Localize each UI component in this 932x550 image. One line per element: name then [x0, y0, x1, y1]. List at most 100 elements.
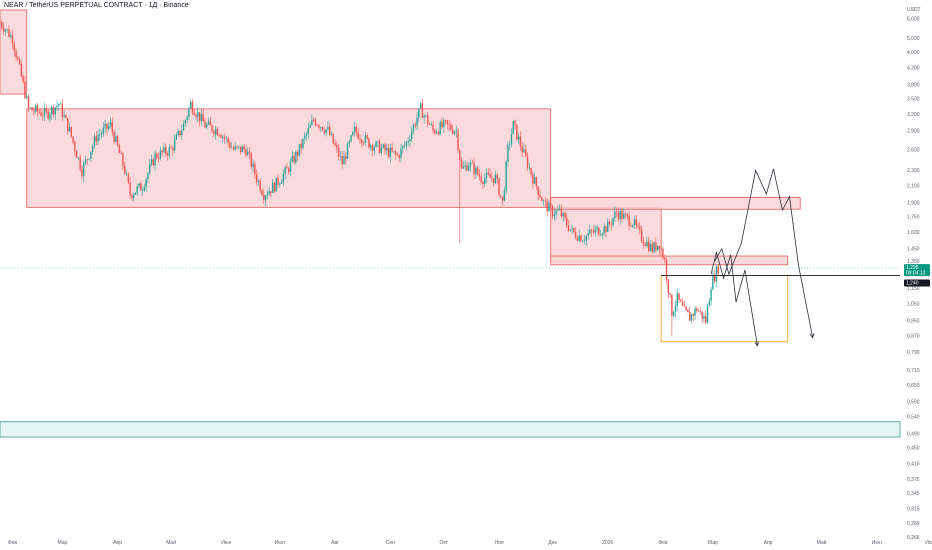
candle-body — [45, 108, 48, 112]
candle — [314, 117, 317, 127]
candle — [111, 116, 113, 136]
y-tick-label: 0,950 — [907, 319, 920, 325]
candle — [560, 204, 563, 218]
candle — [318, 123, 320, 131]
candle-body — [485, 172, 488, 179]
candle — [207, 117, 210, 126]
candle — [589, 224, 591, 236]
candle — [209, 117, 211, 126]
candle-body — [535, 177, 538, 187]
candle-body — [341, 156, 343, 165]
candle-body — [334, 143, 336, 146]
candle-body — [648, 241, 650, 251]
chart-title: NEAR / TetherUS PERPETUAL CONTRACT · 1Д … — [4, 2, 189, 9]
candle-body — [247, 151, 249, 156]
x-tick-label: Дек — [548, 540, 557, 546]
candle — [451, 124, 454, 136]
candle-body — [690, 314, 693, 321]
candle-body — [703, 316, 705, 319]
candle — [382, 143, 384, 149]
candle — [83, 161, 85, 182]
candle — [656, 245, 659, 252]
candle-body — [68, 126, 71, 132]
candle-body — [83, 163, 85, 177]
candle — [674, 300, 677, 318]
candle — [671, 294, 673, 336]
candle-body — [323, 130, 326, 133]
candle-body — [546, 201, 548, 212]
candle-body — [651, 243, 653, 252]
candle-body — [587, 233, 589, 236]
candle-body — [573, 228, 575, 232]
candle — [567, 219, 570, 233]
candle — [664, 254, 666, 264]
candle-body — [61, 103, 64, 117]
candle-body — [250, 153, 252, 167]
candle — [403, 140, 406, 149]
candle-body — [448, 124, 450, 125]
candle-body — [471, 162, 473, 163]
candle — [177, 128, 179, 137]
y-tick-label: 1,050 — [907, 302, 920, 308]
candle — [320, 126, 322, 132]
candle-body — [173, 139, 176, 151]
candle-body — [375, 141, 377, 148]
candle-body — [437, 132, 440, 135]
candle — [252, 159, 254, 173]
candle-body — [197, 112, 199, 117]
candle-body — [428, 123, 431, 125]
y-tick-label: 2,100 — [907, 184, 920, 190]
candle-body — [530, 167, 532, 175]
candle-body — [631, 225, 634, 227]
candle-body — [200, 113, 203, 122]
candle-body — [656, 245, 659, 251]
candle-body — [350, 135, 352, 142]
candle — [230, 142, 233, 149]
candle-body — [271, 182, 274, 193]
candle-body — [451, 129, 454, 134]
candle — [562, 211, 564, 222]
candle — [598, 226, 600, 237]
candle-body — [635, 219, 637, 226]
candle — [204, 117, 206, 128]
candle — [681, 297, 684, 307]
candle-body — [321, 127, 324, 131]
candle — [336, 141, 338, 153]
candle — [99, 128, 101, 141]
candle-body — [551, 206, 554, 217]
candle — [576, 235, 579, 242]
candle-body — [195, 115, 197, 117]
candle — [423, 113, 425, 124]
candle — [434, 128, 436, 136]
candle — [514, 119, 516, 130]
candle — [26, 93, 28, 100]
candle-body — [72, 136, 74, 143]
candle-body — [124, 165, 126, 174]
candle — [332, 133, 334, 144]
candle — [91, 143, 94, 155]
candle — [232, 145, 235, 151]
candle — [485, 167, 488, 184]
candle-body — [715, 266, 718, 282]
candle-body — [585, 235, 588, 241]
candle — [480, 172, 482, 185]
candle — [293, 151, 295, 165]
x-tick-label: Апр — [113, 540, 122, 546]
candle-body — [507, 144, 509, 162]
candle — [307, 122, 310, 139]
candle-body — [109, 122, 112, 126]
candle-body — [439, 122, 441, 135]
candle — [348, 139, 351, 148]
candle-body — [533, 177, 536, 184]
candle-body — [213, 131, 215, 135]
candle-body — [642, 241, 645, 245]
candle-body — [473, 162, 475, 175]
candle — [104, 120, 106, 133]
candle-body — [31, 107, 33, 111]
candles-layer — [0, 18, 719, 336]
candle — [325, 128, 327, 137]
candle-body — [362, 142, 365, 144]
candle — [689, 306, 691, 321]
candle-body — [156, 153, 158, 159]
